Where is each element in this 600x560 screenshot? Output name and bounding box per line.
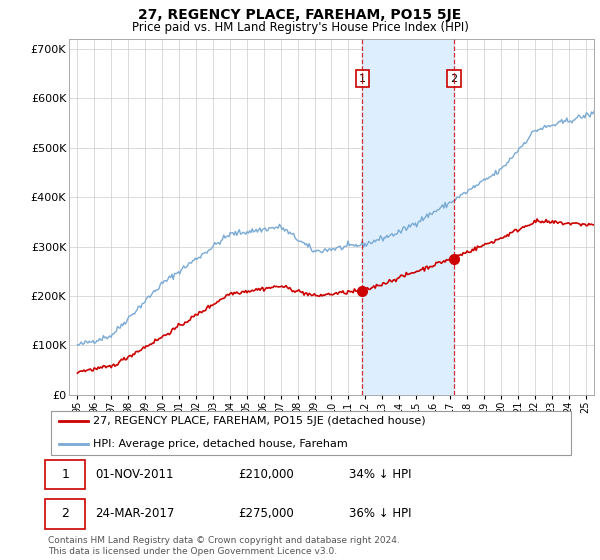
Text: 1: 1 [359, 74, 366, 83]
Text: 1: 1 [61, 468, 70, 481]
Text: 24-MAR-2017: 24-MAR-2017 [95, 507, 175, 520]
Text: 27, REGENCY PLACE, FAREHAM, PO15 5JE: 27, REGENCY PLACE, FAREHAM, PO15 5JE [139, 8, 461, 22]
Text: £275,000: £275,000 [238, 507, 294, 520]
Bar [362, 39, 454, 395]
Text: 01-NOV-2011: 01-NOV-2011 [95, 468, 174, 481]
Text: 2: 2 [451, 74, 458, 83]
Text: Contains HM Land Registry data © Crown copyright and database right 2024.
This d: Contains HM Land Registry data © Crown c… [48, 536, 400, 556]
Text: 27, REGENCY PLACE, FAREHAM, PO15 5JE (detached house): 27, REGENCY PLACE, FAREHAM, PO15 5JE (de… [93, 416, 425, 426]
FancyBboxPatch shape [50, 410, 571, 455]
Text: Price paid vs. HM Land Registry's House Price Index (HPI): Price paid vs. HM Land Registry's House … [131, 21, 469, 34]
Text: 2: 2 [61, 507, 70, 520]
Text: 34% ↓ HPI: 34% ↓ HPI [349, 468, 412, 481]
Text: £210,000: £210,000 [238, 468, 294, 481]
Text: 36% ↓ HPI: 36% ↓ HPI [349, 507, 412, 520]
FancyBboxPatch shape [46, 499, 85, 529]
Text: HPI: Average price, detached house, Fareham: HPI: Average price, detached house, Fare… [93, 439, 347, 449]
FancyBboxPatch shape [46, 460, 85, 489]
